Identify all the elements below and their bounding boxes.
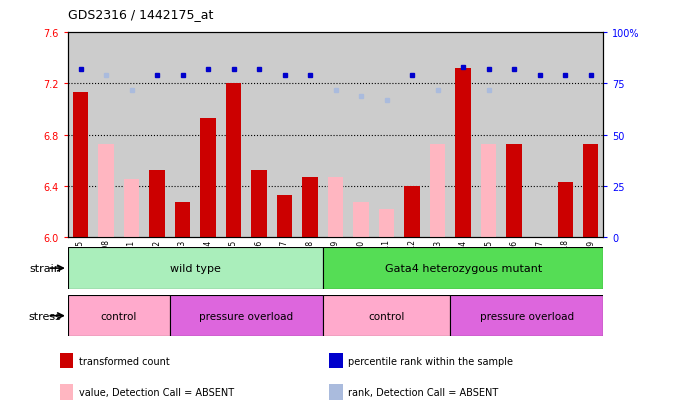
Bar — [170, 295, 323, 337]
Text: wild type: wild type — [170, 263, 221, 273]
Bar — [175, 203, 191, 237]
Bar — [226, 84, 241, 237]
Bar — [329, 353, 342, 368]
Bar — [353, 203, 369, 237]
Text: GDS2316 / 1442175_at: GDS2316 / 1442175_at — [68, 8, 213, 21]
Text: control: control — [368, 311, 405, 321]
Bar — [506, 144, 522, 237]
Text: percentile rank within the sample: percentile rank within the sample — [348, 356, 513, 366]
Bar — [328, 178, 343, 237]
Text: Gata4 heterozygous mutant: Gata4 heterozygous mutant — [384, 263, 542, 273]
Bar — [323, 248, 603, 289]
Bar — [450, 295, 603, 337]
Bar — [323, 295, 450, 337]
Bar — [124, 180, 139, 237]
Bar — [277, 195, 292, 237]
Bar — [149, 171, 165, 237]
Bar — [583, 144, 598, 237]
Bar — [557, 183, 573, 237]
Bar — [98, 144, 114, 237]
Bar — [379, 209, 395, 237]
Bar — [430, 144, 445, 237]
Text: pressure overload: pressure overload — [480, 311, 574, 321]
Bar — [456, 69, 471, 237]
Bar — [73, 93, 88, 237]
Bar — [302, 178, 318, 237]
Text: stress: stress — [28, 311, 61, 321]
Text: rank, Detection Call = ABSENT: rank, Detection Call = ABSENT — [348, 387, 498, 397]
Bar — [68, 248, 323, 289]
Text: transformed count: transformed count — [79, 356, 170, 366]
Bar — [405, 186, 420, 237]
Bar — [201, 119, 216, 237]
Text: control: control — [100, 311, 137, 321]
Text: strain: strain — [29, 263, 61, 273]
Text: pressure overload: pressure overload — [199, 311, 294, 321]
Bar — [481, 144, 496, 237]
Bar — [60, 353, 73, 368]
Bar — [60, 384, 73, 400]
Text: value, Detection Call = ABSENT: value, Detection Call = ABSENT — [79, 387, 234, 397]
Bar — [252, 171, 266, 237]
Bar — [329, 384, 342, 400]
Bar — [68, 295, 170, 337]
